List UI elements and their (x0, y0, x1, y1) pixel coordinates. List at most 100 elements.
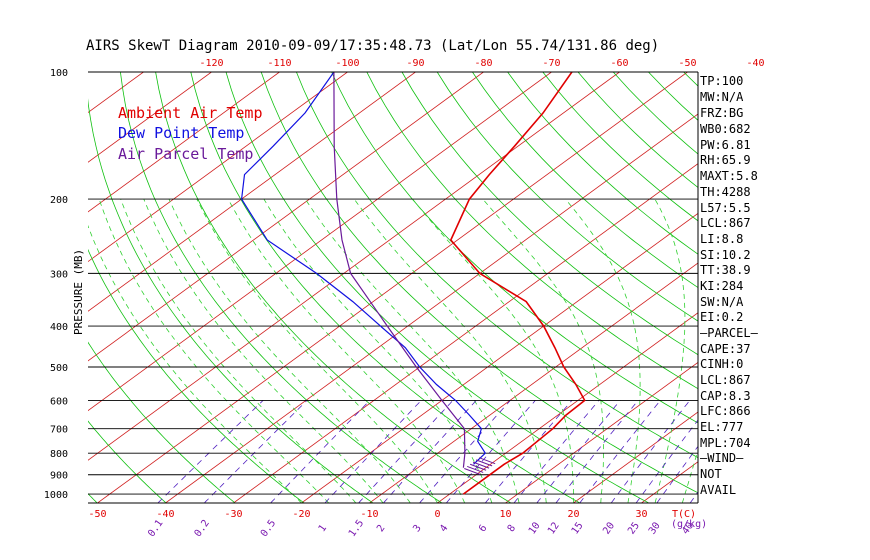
wind-status-not: NOT (700, 467, 722, 481)
index-cinh: CINH:0 (700, 357, 743, 371)
pressure-tick-label: 700 (50, 425, 68, 436)
index-si: SI:10.2 (700, 248, 751, 262)
bottom-temp-tick-label: -50 (88, 509, 106, 520)
dry-adiabat-line (88, 98, 374, 503)
moist-adiabat-line (565, 198, 641, 503)
plot-area (0, 72, 870, 503)
index-maxt: MAXT:5.8 (700, 169, 758, 183)
isotherm-line (88, 72, 620, 461)
pressure-tick-label: 600 (50, 396, 68, 407)
dry-adiabat-line (296, 72, 698, 459)
wind-barb (464, 468, 481, 475)
top-temp-tick-label: -100 (335, 58, 359, 69)
index-mpl: MPL:704 (700, 436, 751, 450)
bottom-temp-tick-label: -10 (360, 509, 378, 520)
index-tt: TT:38.9 (700, 263, 751, 277)
moist-adiabat-line (196, 198, 438, 503)
index-cap: CAP:8.3 (700, 389, 751, 403)
moist-adiabat-line (120, 198, 357, 503)
index-lcl: LCL:867 (700, 216, 751, 230)
moist-adiabat-line (304, 198, 520, 503)
bottom-temp-tick-label: -30 (224, 509, 242, 520)
moist-adiabat-line (143, 198, 384, 503)
mixing-ratio-tick-label: 30 (647, 520, 663, 536)
bottom-temp-tick-label: -20 (292, 509, 310, 520)
dry-adiabat-line (120, 72, 443, 503)
index-el: EL:777 (700, 420, 743, 434)
index-frz: FRZ:BG (700, 106, 743, 120)
mixing-ratio-tick-label: 3 (411, 523, 423, 534)
isotherm-line (88, 72, 212, 163)
index-ki: KI:284 (700, 279, 743, 293)
mixing-ratio-line (555, 400, 639, 503)
air-parcel-temp-line (333, 72, 466, 468)
moist-adiabat-line (227, 198, 466, 503)
dry-adiabat-line (190, 72, 581, 503)
mixing-ratio-line (656, 445, 698, 503)
unit-tc: T(C) (672, 509, 696, 520)
mixing-ratio-tick-label: 1.5 (347, 518, 366, 539)
bottom-temp-tick-label: 10 (499, 509, 511, 520)
mixing-ratio-tick-labels: 0.1 0.2 0.5 1 1.5 2 3 4 6 8 10 12 15 20 25 30 40 (146, 518, 696, 539)
isotherm-line (88, 72, 484, 362)
index-rh: RH:65.9 (700, 153, 751, 167)
plot-frame (88, 71, 699, 504)
dry-adiabat-line (225, 72, 649, 503)
wind-barbs (464, 457, 496, 475)
isotherm-line (505, 361, 698, 503)
mixing-ratio-line (484, 400, 573, 503)
wind-barb (467, 465, 484, 473)
mixing-ratio-tick-label: 2 (375, 523, 387, 534)
mixing-ratio-line (270, 400, 371, 503)
dry-adiabat-line (0, 72, 28, 503)
legend-dew-point-temp: Dew Point Temp (118, 124, 244, 142)
stability-indices-panel: TP:100 MW:N/A FRZ:BG WB0:682 PW:6.81 RH:… (700, 74, 759, 497)
dry-adiabat-line (155, 72, 512, 503)
mixing-ratio-line (579, 400, 661, 503)
mixing-ratio-line (419, 400, 511, 503)
mixing-ratio-tick-label: 25 (626, 520, 642, 536)
wind-status-avail: AVAIL (700, 483, 736, 497)
index-li: LI:8.8 (700, 232, 743, 246)
mixing-ratio-line (513, 400, 600, 503)
isotherm-line (301, 212, 698, 503)
ambient-air-temp-line (449, 72, 586, 495)
dry-adiabat-line (366, 72, 698, 390)
top-temp-tick-label: -60 (610, 58, 628, 69)
top-temp-tick-label: -40 (746, 58, 764, 69)
bottom-temp-tick-label: 20 (567, 509, 579, 520)
top-temp-tick-label: -80 (474, 58, 492, 69)
index-l57: L57:5.5 (700, 201, 751, 215)
sounding-series (240, 72, 586, 495)
pressure-tick-label: 900 (50, 471, 68, 482)
dry-adiabat-line (88, 341, 236, 503)
dry-adiabat-line (789, 72, 870, 503)
mixing-ratio-tick-label: 0.1 (146, 518, 165, 539)
mixing-ratio-lines (157, 400, 698, 503)
index-th: TH:4288 (700, 185, 751, 199)
isotherm-line (165, 113, 698, 503)
index-cape: CAPE:37 (700, 342, 751, 356)
index-pw: PW:6.81 (700, 138, 751, 152)
pressure-tick-label: 800 (50, 449, 68, 460)
mixing-ratio-line (536, 400, 621, 503)
top-temp-tick-label: -110 (267, 58, 291, 69)
bottom-temp-tick-label: 0 (434, 509, 440, 520)
mixing-ratio-line (445, 400, 536, 503)
isotherm-line (88, 72, 348, 263)
isotherm-line (88, 72, 552, 412)
top-temp-tick-label: -120 (199, 58, 223, 69)
dry-adiabat-line (507, 72, 698, 255)
mixing-ratio-line (157, 400, 264, 503)
mixing-ratio-tick-label: 4 (438, 523, 450, 534)
isotherm-line (0, 72, 76, 503)
dry-adiabat-line (436, 72, 698, 322)
mixing-ratio-line (610, 400, 691, 503)
wind-barb (472, 461, 490, 469)
dry-adiabat-line (401, 72, 698, 356)
legend-ambient-air-temp: Ambient Air Temp (118, 104, 263, 122)
isotherm-line (88, 72, 280, 213)
dry-adiabat-line (860, 72, 870, 503)
mixing-ratio-tick-label: 6 (477, 523, 489, 534)
moist-adiabat-lines (88, 198, 698, 503)
